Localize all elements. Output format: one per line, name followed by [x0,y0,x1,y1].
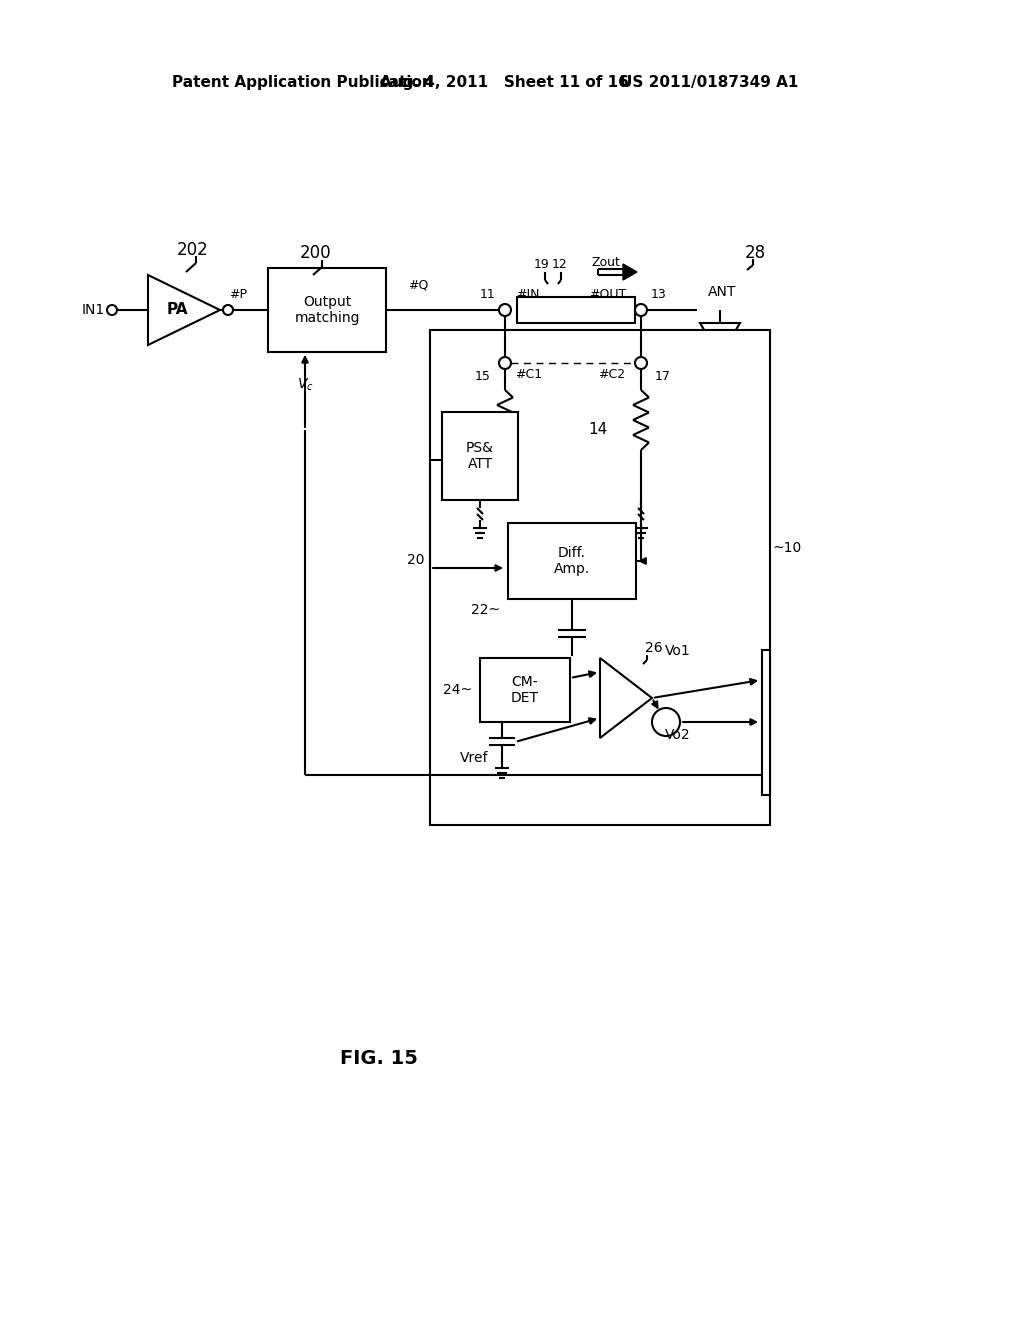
Text: IN1: IN1 [82,304,105,317]
Polygon shape [623,264,637,280]
Text: 17: 17 [655,370,671,383]
Bar [511,363,635,413]
Text: #C1: #C1 [515,367,542,380]
Text: Zout: Zout [592,256,621,269]
Text: 24~: 24~ [442,682,472,697]
Text: 20: 20 [408,553,425,568]
Text: ANT: ANT [708,285,736,300]
Bar [438,367,768,820]
Text: CM-
DET: CM- DET [511,675,539,705]
Text: #OUT: #OUT [589,289,626,301]
Text: 12: 12 [552,259,568,272]
Polygon shape [148,275,220,345]
Circle shape [499,356,511,370]
Circle shape [106,305,117,315]
Bar [508,523,636,599]
Text: 22~: 22~ [471,603,500,616]
Text: Vo2: Vo2 [665,729,690,742]
Text: 13: 13 [651,289,667,301]
Bar [762,649,770,795]
Polygon shape [600,657,652,738]
Bar [430,330,770,825]
Circle shape [499,304,511,315]
Text: 28: 28 [744,244,766,261]
Bar [442,412,518,500]
Text: #P: #P [229,289,247,301]
Bar [268,268,386,352]
Text: PA: PA [166,302,187,318]
Text: 15: 15 [475,370,490,383]
Text: 202: 202 [177,242,209,259]
Text: US 2011/0187349 A1: US 2011/0187349 A1 [620,75,799,91]
Text: Vo1: Vo1 [665,644,691,657]
Circle shape [635,356,647,370]
Text: 14: 14 [589,422,607,437]
Text: FIG. 15: FIG. 15 [340,1048,418,1068]
Text: #IN: #IN [516,289,540,301]
Text: Output
matching: Output matching [294,294,359,325]
Text: PS&
ATT: PS& ATT [466,441,494,471]
Text: Patent Application Publication: Patent Application Publication [172,75,433,91]
Text: Vref: Vref [460,751,488,766]
Text: 19: 19 [535,259,550,272]
Text: Aug. 4, 2011   Sheet 11 of 16: Aug. 4, 2011 Sheet 11 of 16 [380,75,629,91]
Text: 11: 11 [479,289,495,301]
Circle shape [223,305,233,315]
Text: $V_c$: $V_c$ [297,376,313,393]
Text: 200: 200 [300,244,332,261]
Text: #Q: #Q [408,279,428,292]
Circle shape [635,304,647,315]
Text: ~10: ~10 [773,541,802,554]
Circle shape [652,708,680,737]
Polygon shape [700,323,740,356]
Text: Diff.
Amp.: Diff. Amp. [554,546,590,576]
Text: #C2: #C2 [598,367,625,380]
Bar [517,297,635,323]
Text: 26: 26 [645,642,663,655]
Bar [480,657,570,722]
